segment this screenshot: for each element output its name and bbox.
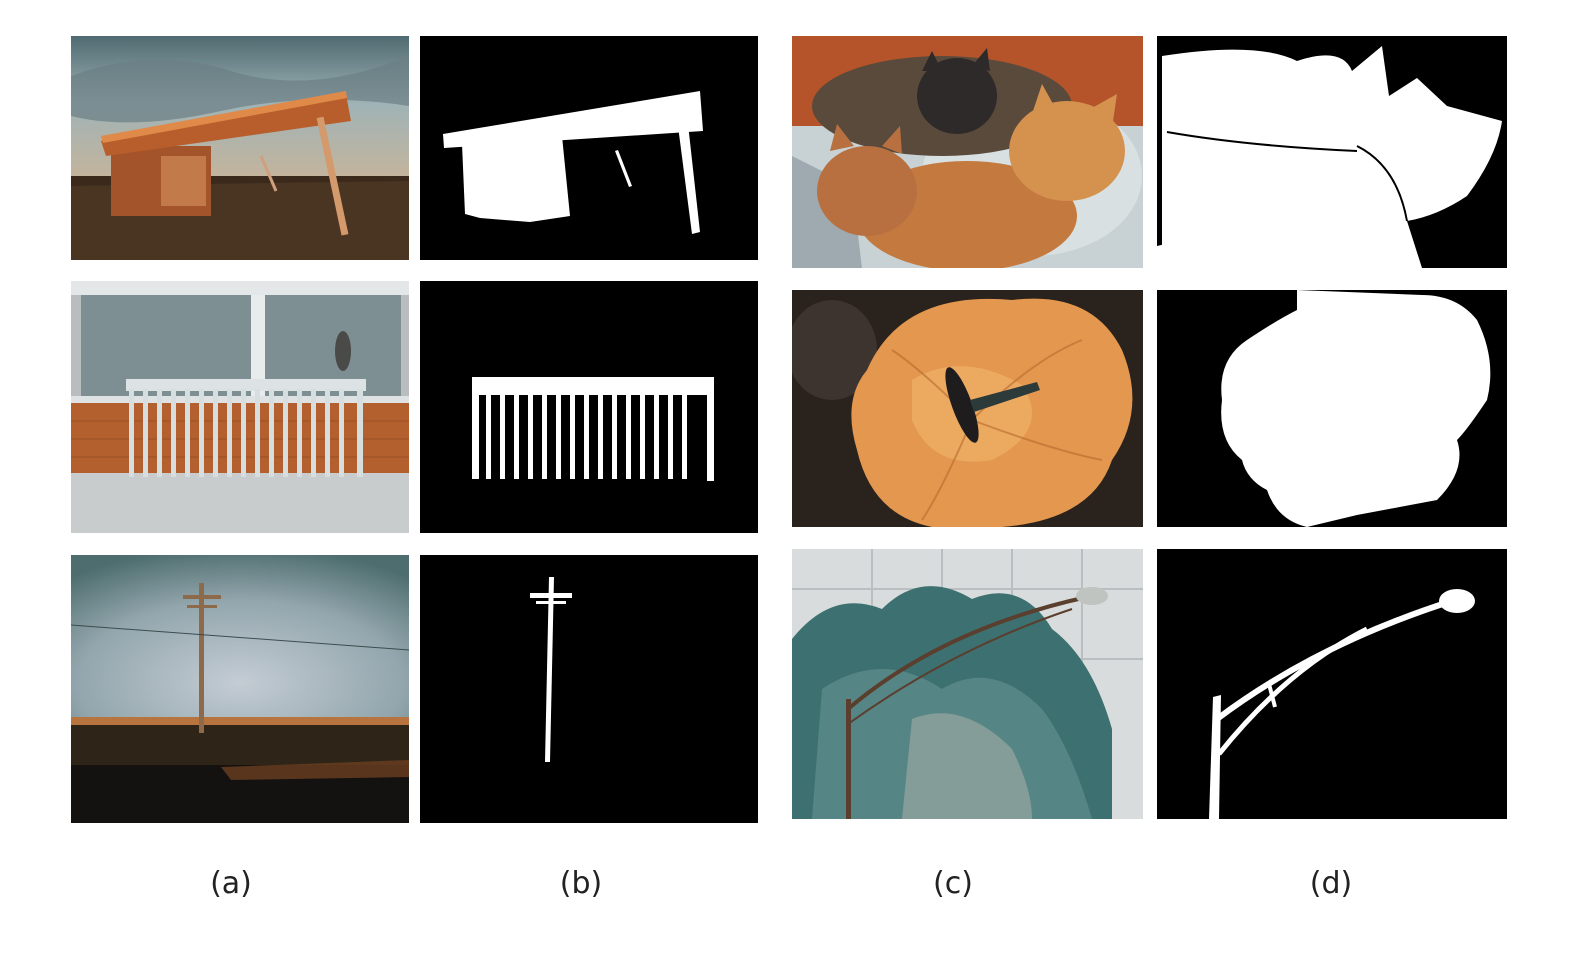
caption-c: (c)	[933, 866, 973, 901]
mask-bus-shelter	[420, 36, 758, 260]
mask-bike-rack	[420, 281, 758, 533]
caption-b: (b)	[559, 866, 603, 901]
photo-bus-shelter	[71, 36, 409, 260]
photo-street-lamp	[792, 549, 1143, 819]
mask-utility-pole	[420, 555, 758, 823]
photo-bike-rack	[71, 281, 409, 533]
photo-utility-pole	[71, 555, 409, 823]
caption-a: (a)	[210, 866, 252, 901]
mask-street-lamp	[1157, 549, 1507, 819]
mask-flower	[1157, 290, 1507, 527]
photo-cats	[792, 36, 1143, 268]
photo-butterfly-flower	[792, 290, 1143, 527]
mask-cats	[1157, 36, 1507, 268]
caption-d: (d)	[1309, 866, 1353, 901]
